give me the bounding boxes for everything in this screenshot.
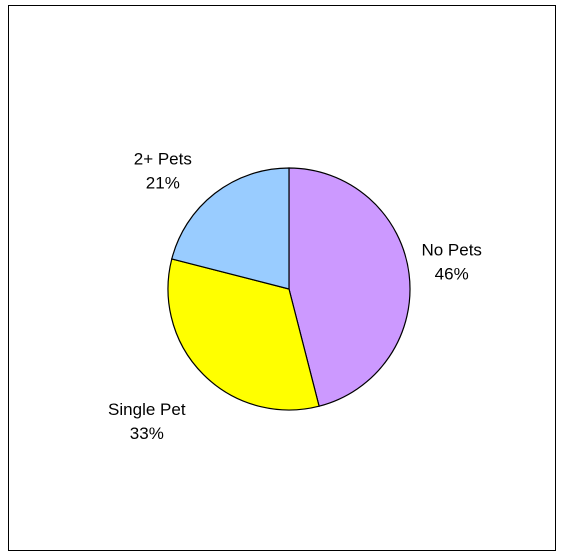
pie-slice-single-pet <box>167 258 320 411</box>
chart-frame: No Pets 46% Single Pet 33% 2+ Pets 21% <box>8 5 556 551</box>
slice-name-label: Single Pet <box>108 400 186 419</box>
pie-slice-no-pets <box>288 167 411 407</box>
slice-percent-label: 46% <box>435 265 469 284</box>
slice-name-label: 2+ Pets <box>134 150 192 169</box>
pie-chart: No Pets 46% Single Pet 33% 2+ Pets 21% <box>108 150 482 444</box>
slice-percent-label: 33% <box>130 424 164 443</box>
pie-slice-2-pets <box>171 167 290 290</box>
slice-name-label: No Pets <box>421 241 481 260</box>
slice-percent-label: 21% <box>146 174 180 193</box>
